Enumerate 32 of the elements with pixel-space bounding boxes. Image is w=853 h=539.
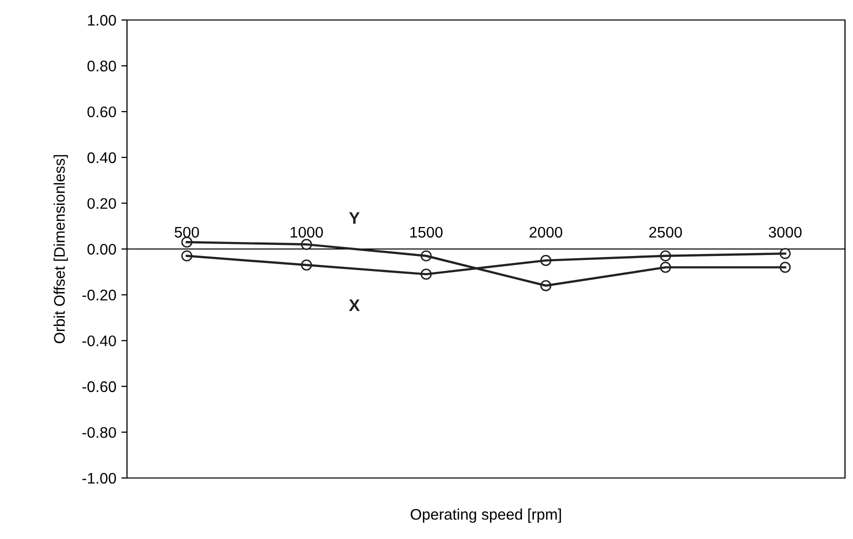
y-tick-label: -0.80 bbox=[82, 427, 116, 438]
x-tick-label: 500 bbox=[174, 226, 199, 238]
y-tick-label: 0.40 bbox=[87, 152, 116, 164]
point bbox=[300, 238, 312, 250]
y-tick-label: 0.00 bbox=[87, 244, 116, 255]
y-tick-label: -0.60 bbox=[82, 381, 116, 392]
y-axis-title: Orbit Offset [Dimensionless] bbox=[54, 155, 68, 344]
x-tick-label: 1500 bbox=[410, 226, 443, 238]
point bbox=[780, 262, 791, 273]
y-tick-label: 1.00 bbox=[88, 14, 116, 26]
x-tick-label: 3000 bbox=[768, 226, 802, 238]
y-tick-label: 0.20 bbox=[87, 198, 116, 209]
point bbox=[420, 250, 432, 262]
point bbox=[181, 250, 192, 262]
y-tick-label: -0.40 bbox=[82, 335, 116, 346]
y-tick-label: 0.60 bbox=[87, 106, 116, 118]
point bbox=[540, 254, 552, 266]
y-tick-label: 0.80 bbox=[87, 60, 116, 72]
series-label: X bbox=[348, 300, 360, 312]
x-axis-title: Operating speed [rpm] bbox=[410, 508, 561, 523]
point bbox=[420, 268, 432, 280]
point bbox=[660, 250, 672, 262]
x-tick-label: 1000 bbox=[290, 226, 323, 238]
series-label: Y bbox=[349, 212, 360, 224]
y-tick-label: -1.00 bbox=[82, 472, 116, 484]
x-tick-label: 2000 bbox=[530, 226, 562, 238]
point bbox=[660, 262, 672, 273]
point bbox=[780, 248, 791, 260]
point bbox=[300, 259, 312, 271]
point bbox=[540, 280, 552, 292]
x-tick-label: 2500 bbox=[649, 226, 682, 238]
y-tick-label: -0.20 bbox=[82, 290, 116, 300]
